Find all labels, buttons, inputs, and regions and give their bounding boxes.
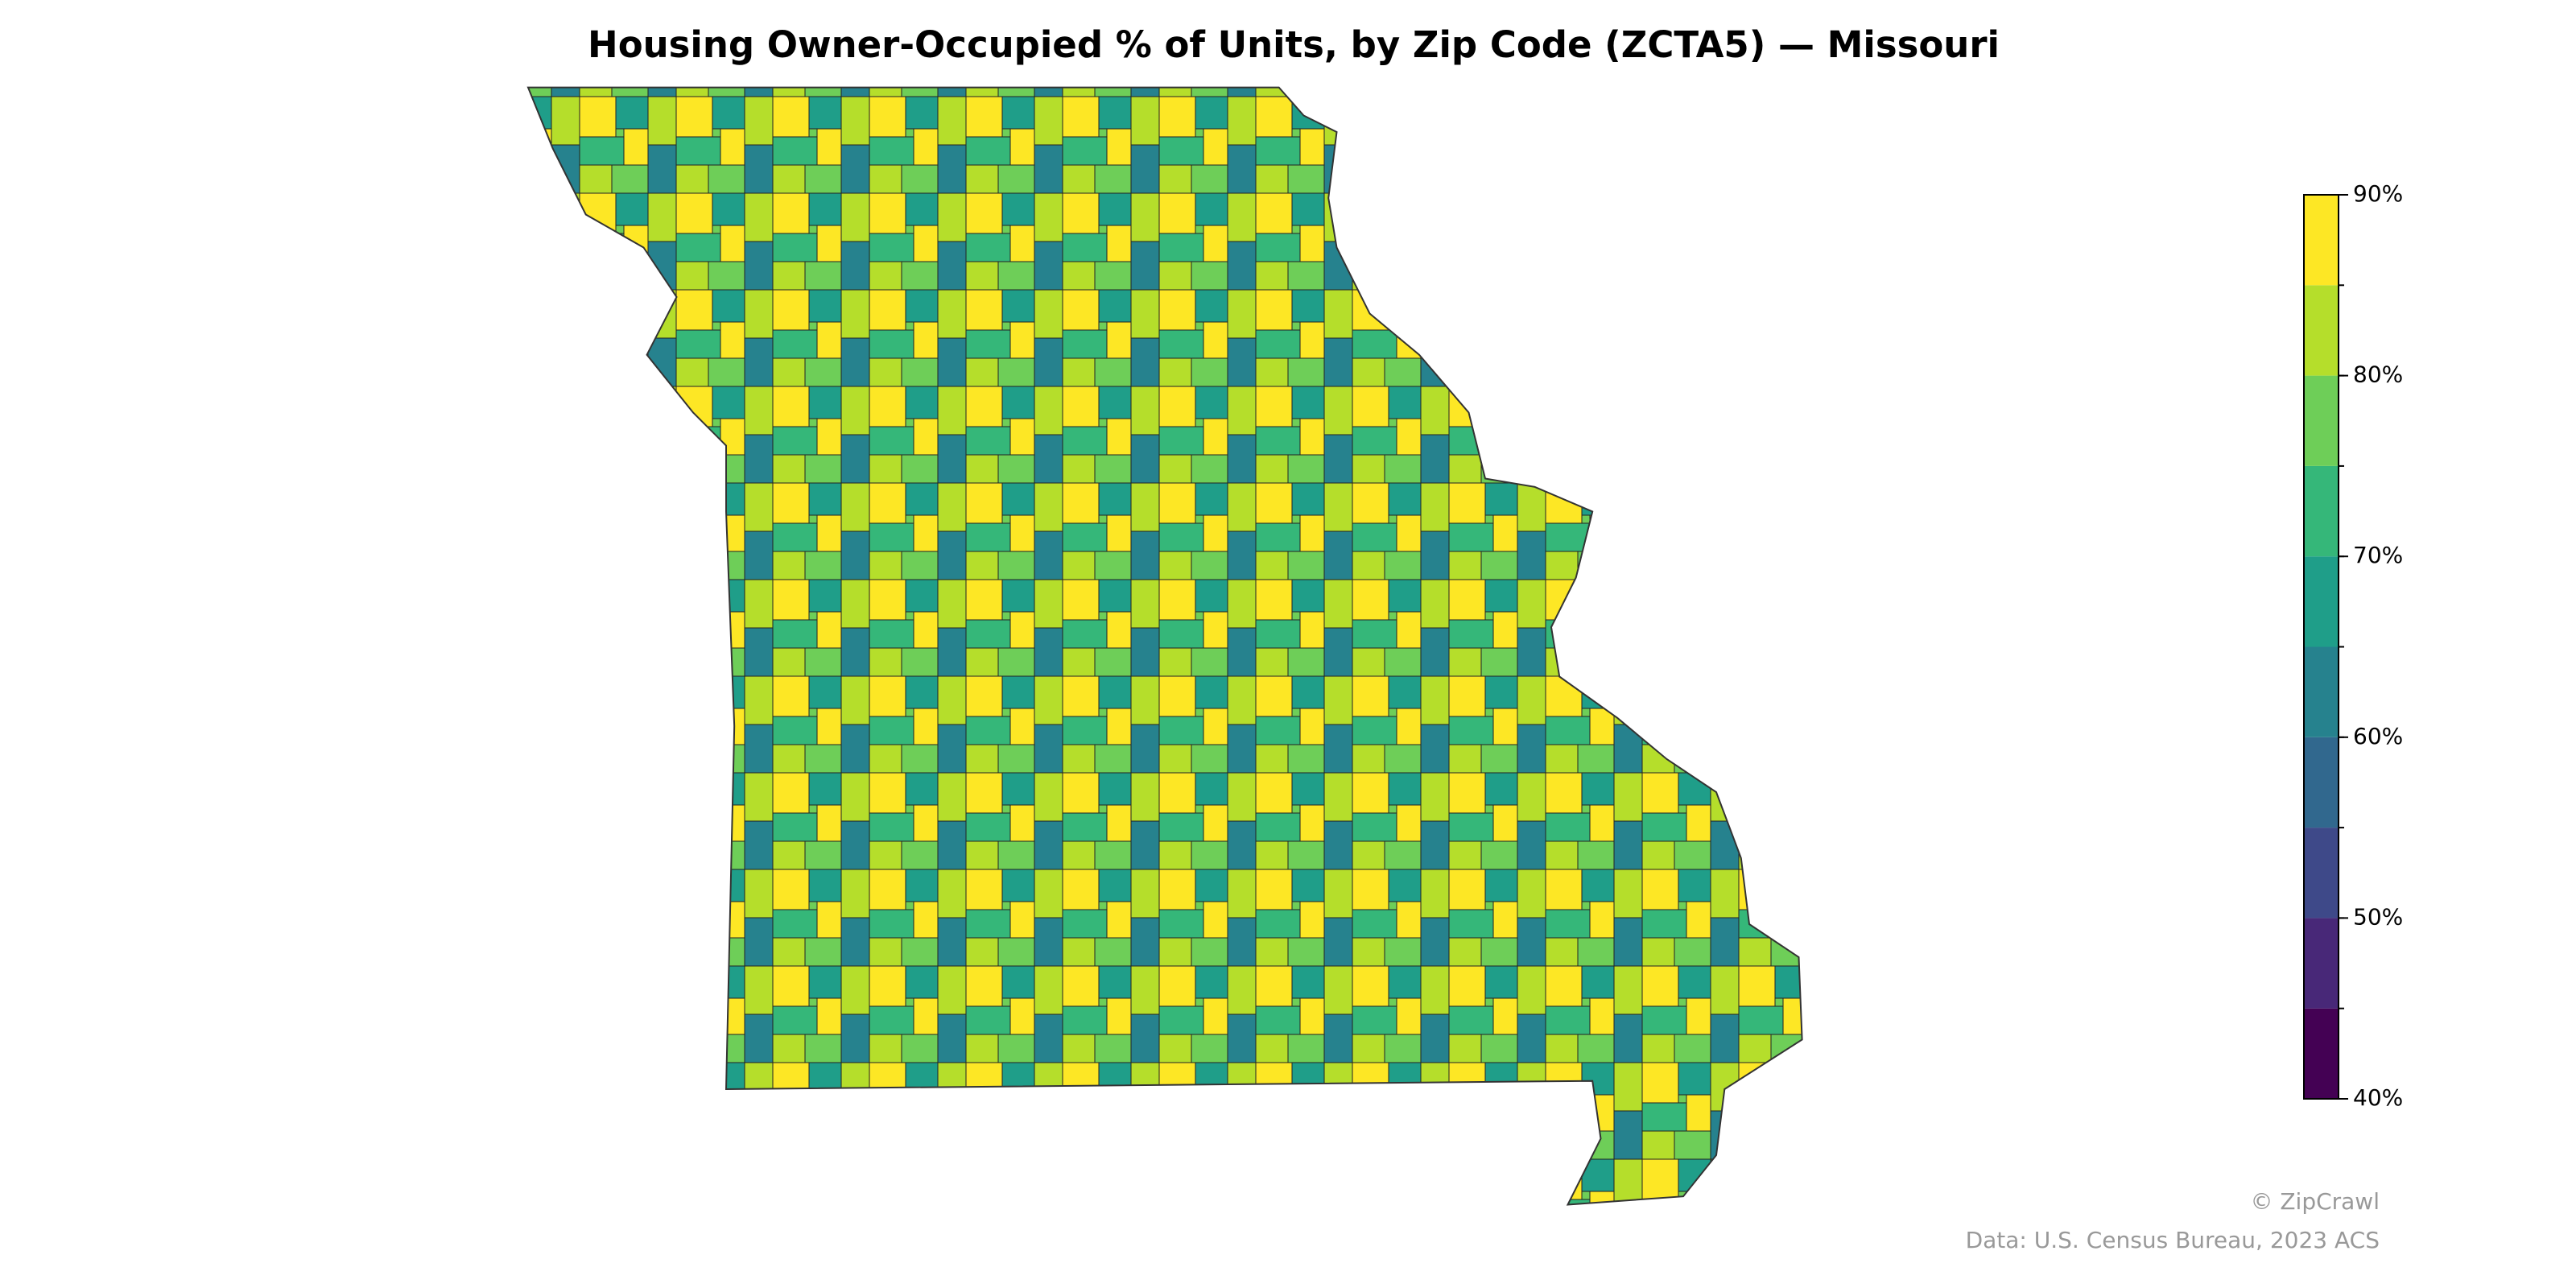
- colorbar-tick-label: 60%: [2353, 723, 2403, 749]
- colorbar-tick-label: 80%: [2353, 361, 2403, 388]
- colorbar-frame: [2303, 194, 2339, 1100]
- colorbar-tick-label: 70%: [2353, 542, 2403, 568]
- colorbar-bin: [2304, 828, 2339, 919]
- colorbar: 40% 50% 60% 70% 80% 90%: [2303, 180, 2403, 1111]
- colorbar-bin: [2304, 465, 2339, 557]
- state-outline: [526, 86, 1803, 1206]
- colorbar-bin: [2304, 737, 2339, 828]
- source-note: Data: U.S. Census Bureau, 2023 ACS: [1966, 1227, 2380, 1253]
- credit: © ZipCrawl: [2250, 1188, 2380, 1215]
- colorbar-bin: [2304, 195, 2339, 286]
- colorbar-bin: [2304, 1008, 2339, 1099]
- colorbar-bin: [2304, 285, 2339, 376]
- colorbar-tick-label: 40%: [2353, 1084, 2403, 1111]
- colorbar-bin: [2304, 375, 2339, 466]
- colorbar-bin: [2304, 918, 2339, 1009]
- colorbar-tick-label: 50%: [2353, 903, 2403, 930]
- colorbar-bin: [2304, 556, 2339, 647]
- colorbar-bin: [2304, 646, 2339, 737]
- colorbar-tick-label: 90%: [2353, 180, 2403, 207]
- map-title: Housing Owner-Occupied % of Units, by Zi…: [588, 23, 2000, 66]
